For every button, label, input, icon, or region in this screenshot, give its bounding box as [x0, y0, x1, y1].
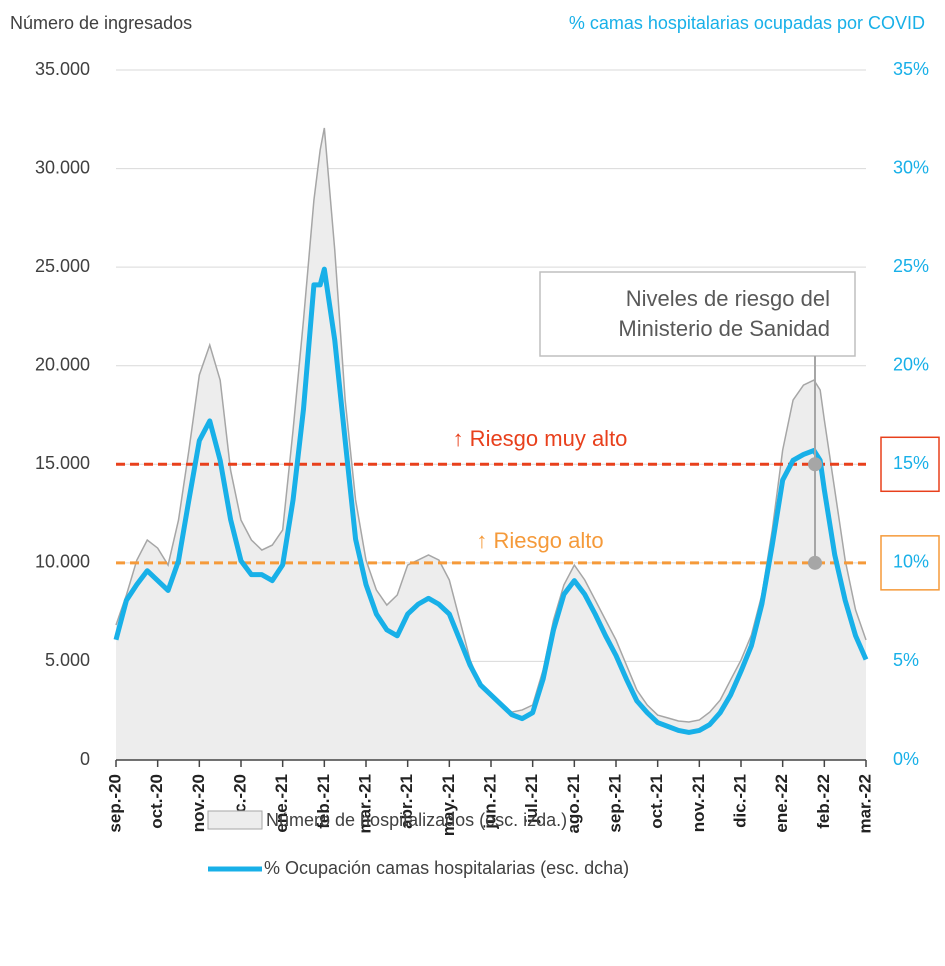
y-tick-label: 30.000: [35, 157, 90, 177]
x-tick-label: dic.-21: [730, 774, 749, 828]
y2-tick-label: 20%: [893, 354, 929, 374]
legend-label: Número de hospitalizados (esc. izda.): [266, 810, 567, 830]
y-tick-label: 5.000: [45, 650, 90, 670]
y-tick-label: 15.000: [35, 453, 90, 473]
y-tick-label: 25.000: [35, 256, 90, 276]
x-tick-label: nov.-20: [189, 774, 208, 832]
x-tick-label: jul.-21: [522, 774, 541, 824]
x-tick-label: ene.-21: [272, 774, 291, 833]
y2-tick-label: 35%: [893, 59, 929, 79]
x-tick-label: oct.-20: [147, 774, 166, 829]
y-tick-label: 35.000: [35, 59, 90, 79]
annotation-dot: [808, 555, 822, 570]
x-tick-label: abr.-21: [397, 774, 416, 829]
x-tick-label: feb.-22: [814, 774, 833, 829]
y-tick-label: 0: [80, 749, 90, 769]
threshold-box: [880, 535, 940, 591]
annotation-text: Niveles de riesgo del: [626, 286, 830, 311]
x-tick-label: nov.-21: [689, 774, 708, 832]
area: [116, 127, 866, 760]
y-tick-label: 20.000: [35, 354, 90, 374]
threshold-label: ↑ Riesgo alto: [476, 528, 603, 553]
annotation-text: Ministerio de Sanidad: [618, 316, 830, 341]
x-tick-label: may.-21: [439, 774, 458, 836]
legend-label: % Ocupación camas hospitalarias (esc. dc…: [264, 858, 629, 878]
annotation-box: [539, 271, 856, 357]
x-tick-label: mar.-21: [355, 774, 374, 834]
x-tick-label: jun.-21: [480, 774, 499, 830]
threshold-box: [880, 436, 940, 493]
x-tick-label: ago.-21: [564, 774, 583, 834]
y2-tick-label: 10%: [893, 552, 929, 572]
y2-tick-label: 15%: [893, 453, 929, 473]
y2-tick-label: 0%: [893, 749, 919, 769]
y-tick-label: 10.000: [35, 552, 90, 572]
line: [113, 266, 869, 735]
y2-tick-label: 5%: [893, 650, 919, 670]
y-axis-title: Número de ingresados: [10, 13, 192, 33]
y2-tick-label: 25%: [893, 256, 929, 276]
x-tick-label: oct.-21: [647, 774, 666, 829]
x-tick-label: sep.-20: [105, 774, 124, 833]
threshold-label: ↑ Riesgo muy alto: [453, 426, 628, 451]
x-tick-label: sep.-21: [605, 774, 624, 833]
legend-swatch: [207, 810, 263, 830]
x-tick-label: feb.-21: [314, 774, 333, 829]
y2-tick-label: 30%: [893, 157, 929, 177]
x-tick-label: ene.-22: [772, 774, 791, 833]
annotation-dot: [808, 457, 822, 472]
y2-axis-title: % camas hospitalarias ocupadas por COVID: [569, 13, 925, 33]
x-tick-label: mar.-22: [855, 774, 874, 834]
